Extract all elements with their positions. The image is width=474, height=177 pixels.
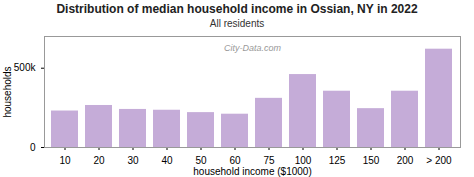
svg-text:100: 100	[295, 155, 312, 166]
svg-text:households: households	[2, 66, 13, 117]
svg-text:500k: 500k	[14, 62, 37, 73]
svg-text:City-Data.com: City-Data.com	[224, 43, 282, 53]
svg-text:200: 200	[397, 155, 414, 166]
svg-text:10: 10	[59, 155, 71, 166]
svg-text:> 200: > 200	[426, 155, 452, 166]
html-text:All residents: All residents	[209, 18, 265, 29]
svg-text:150: 150	[363, 155, 380, 166]
svg-text:40: 40	[161, 155, 173, 166]
svg-text:125: 125	[329, 155, 346, 166]
svg-text:household income ($1000): household income ($1000)	[193, 166, 311, 177]
svg-text:75: 75	[263, 155, 275, 166]
svg-text:50: 50	[195, 155, 207, 166]
svg-text:0: 0	[30, 142, 36, 153]
svg-text:20: 20	[93, 155, 105, 166]
svg-text:30: 30	[127, 155, 139, 166]
html-text:Distribution of median househo: Distribution of median household income …	[56, 2, 418, 16]
svg-text:60: 60	[229, 155, 241, 166]
